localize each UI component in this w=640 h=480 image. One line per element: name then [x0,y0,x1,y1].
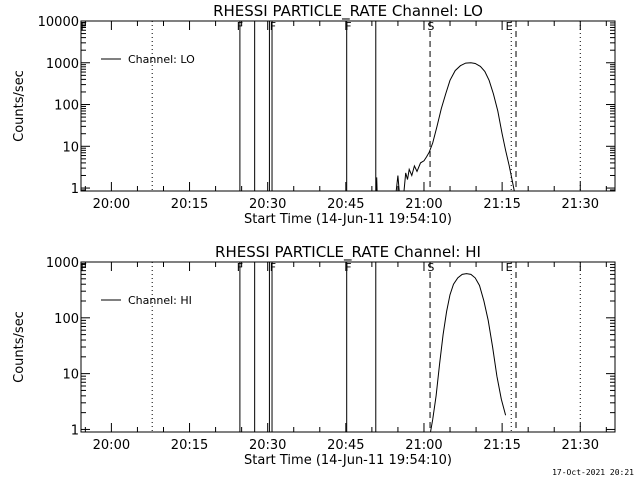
x-tick-label: 21:30 [562,438,599,453]
marker-letter: F [237,261,243,274]
y-tick-label: 1000 [46,57,79,72]
x-tick-label: 21:15 [483,438,520,453]
y-tick-label: 10 [62,140,79,155]
timestamp: 17-Oct-2021 20:21 [552,468,634,477]
marker-letter: E [506,20,513,33]
x-tick-label: 20:30 [249,197,286,212]
y-axis-label: Counts/sec [12,70,27,142]
marker-letter: F [270,20,276,33]
marker-letter: F [345,20,351,33]
x-tick-label: 20:00 [93,197,130,212]
marker-letter: F [270,261,276,274]
marker-letter: S [427,20,434,33]
y-tick-label: 1000 [46,256,79,271]
plot-frame [80,261,616,433]
x-axis-label: Start Time (14-Jun-11 19:54:10) [244,212,452,227]
y-tick-label: 10 [62,368,79,383]
x-tick-label: 20:15 [171,438,208,453]
y-tick-label: 1 [71,423,79,438]
y-axis-label: Counts/sec [12,311,27,383]
x-tick-label: 20:30 [249,438,286,453]
x-tick-label: 21:00 [405,197,442,212]
y-tick-label: 100 [54,312,79,327]
plot-frame [80,20,616,192]
chart-title: RHESSI PARTICLE_RATE Channel: LO [213,2,483,21]
legend-label: Channel: HI [128,294,192,307]
chart-title: RHESSI PARTICLE_RATE Channel: HI [215,243,481,262]
x-tick-label: 20:00 [93,438,130,453]
x-tick-label: 20:45 [327,197,364,212]
marker-letter: E [506,261,513,274]
x-tick-label: 20:45 [327,438,364,453]
x-tick-label: 21:15 [483,197,520,212]
y-tick-label: 10000 [38,15,79,30]
series-line [430,273,507,433]
marker-letter: F [237,20,243,33]
legend-label: Channel: LO [128,53,195,66]
x-tick-label: 21:00 [405,438,442,453]
marker-letter: F [80,261,86,274]
x-tick-label: 20:15 [171,197,208,212]
x-tick-label: 21:30 [562,197,599,212]
y-tick-label: 100 [54,99,79,114]
y-tick-label: 1 [71,182,79,197]
series-line [375,62,515,192]
marker-letter: F [345,261,351,274]
marker-letter: F [80,20,86,33]
marker-letter: S [427,261,434,274]
x-axis-label: Start Time (14-Jun-11 19:54:10) [244,453,452,468]
